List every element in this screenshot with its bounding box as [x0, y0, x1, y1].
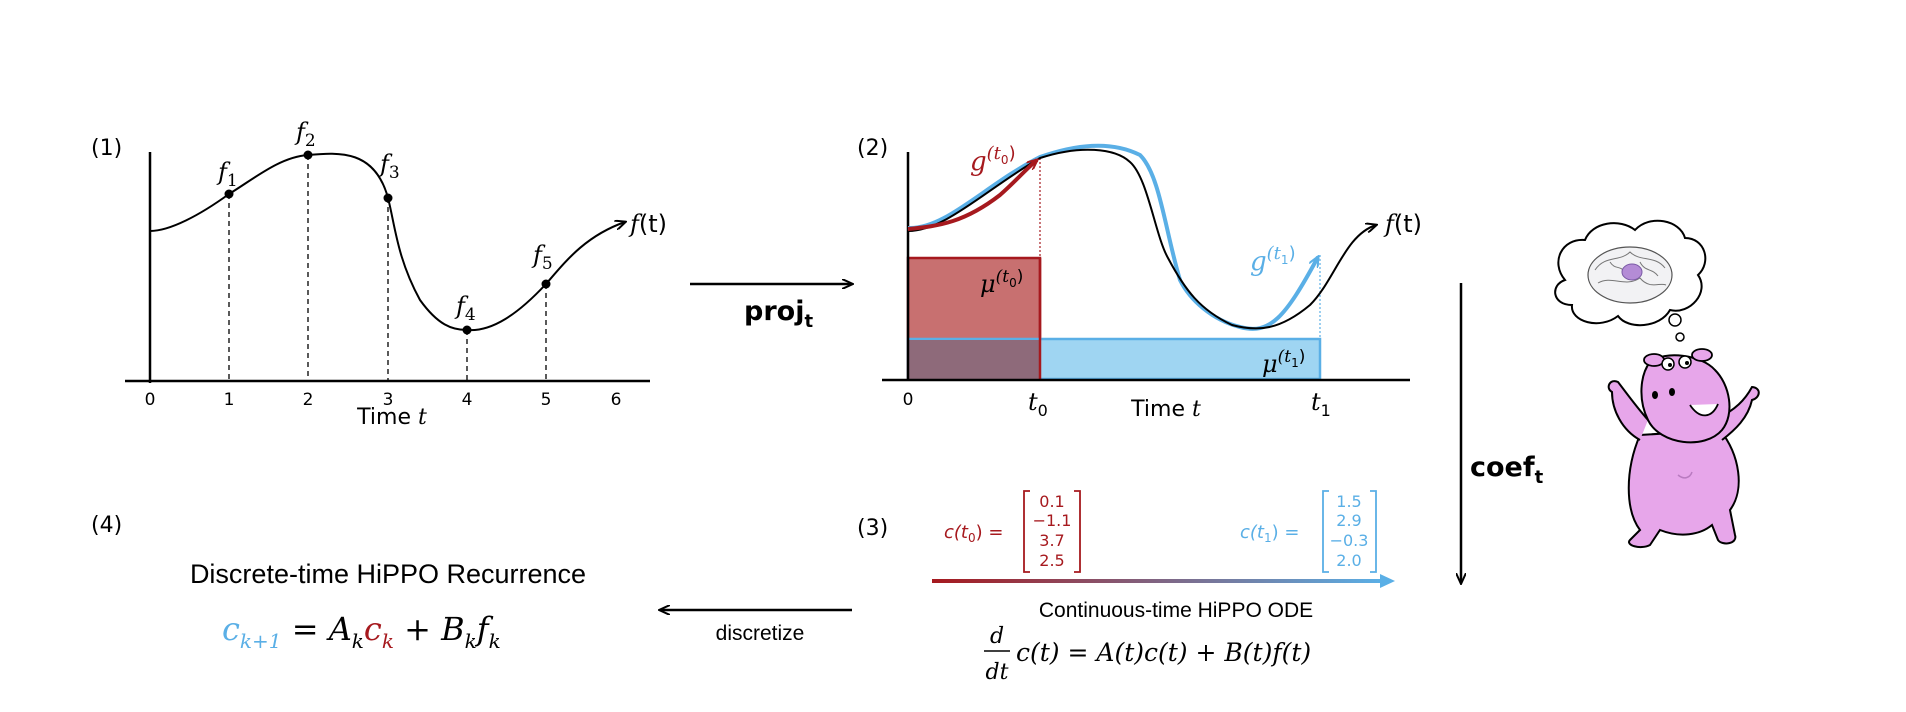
discretize-arrow: discretize [660, 610, 852, 645]
panel-2-label: (2) [857, 136, 888, 161]
hippo-right-ear [1691, 348, 1713, 362]
c-t1-values: 1.5 2.9 −0.3 2.0 [1330, 492, 1369, 570]
c-t1-value-4: 2.0 [1336, 551, 1361, 570]
panel-4-recurrence: (4) Discrete-time HiPPO Recurrence ck+1 … [91, 513, 586, 653]
brain-folds-icon [1594, 251, 1667, 286]
g-t0-label: g(t0) [970, 143, 1016, 177]
panel-1-sample-guides [228, 155, 547, 381]
c-t1-bracket-left [1322, 490, 1329, 573]
mu-t0-label: μ(t0) [980, 267, 1023, 298]
panel-1-x-label: Time t [356, 405, 427, 430]
c-t1-value-3: −0.3 [1330, 531, 1369, 550]
ode-timeline-bar [932, 579, 1382, 583]
c-t0-value-3: 3.7 [1039, 531, 1064, 550]
t0-tick-label: t0 [1028, 388, 1048, 420]
hippo-belly-mark [1677, 471, 1693, 479]
sample-label-2: f2 [294, 118, 316, 151]
panel-3-ode: (3) c(t0) = 0.1 −1.1 3.7 2.5 c(t1) = 1.5… [857, 490, 1395, 685]
hippo-mouth [1689, 403, 1719, 417]
hippo-mascot [1554, 219, 1760, 549]
ode-derivative-num: d [990, 624, 1004, 649]
panel-4-label: (4) [91, 513, 122, 538]
panel-1-label: (1) [91, 136, 122, 161]
panel-1-sample-points [224, 150, 551, 335]
sample-point-1 [224, 189, 234, 199]
panel-3-label: (3) [857, 516, 888, 541]
g-t1-label: g(t1) [1250, 243, 1296, 277]
panel-2-tick-0: 0 [903, 390, 914, 410]
mu-overlap-region [909, 340, 1039, 379]
c-t1-label: c(t1) = [1240, 522, 1299, 545]
sample-point-2 [303, 150, 313, 160]
hippo-left-eye [1661, 357, 1675, 371]
sample-point-3 [383, 193, 393, 203]
hippo-left-pupil [1668, 363, 1672, 367]
t1-tick-label: t1 [1311, 388, 1331, 420]
c-t0-label: c(t0) = [944, 522, 1003, 545]
g-t0-approximation [907, 160, 1037, 231]
tick-2: 2 [303, 390, 314, 410]
thought-bubble-large [1668, 313, 1682, 327]
tick-3: 3 [383, 390, 394, 410]
proj-arrow-label: projt [744, 296, 813, 332]
brain-highlight-icon [1621, 263, 1643, 281]
tick-4: 4 [462, 390, 473, 410]
ode-equation: c(t) = A(t)c(t) + B(t)f(t) [1016, 638, 1311, 667]
mu-t1-label: μ(t1) [1262, 347, 1305, 378]
panel-1-sampling: (1) f1 f2 f3 f4 f5 f(t) 0 [91, 118, 667, 430]
c-t0-values: 0.1 −1.1 3.7 2.5 [1033, 492, 1072, 570]
panel-2-signal-curve [907, 148, 1376, 330]
tick-6: 6 [611, 390, 622, 410]
sample-point-5 [541, 279, 551, 289]
c-t0-value-4: 2.5 [1039, 551, 1064, 570]
recurrence-title: Discrete-time HiPPO Recurrence [190, 559, 586, 589]
coef-arrow: coeft [1461, 283, 1544, 583]
panel-1-curve-label: f(t) [628, 210, 667, 238]
panel-2-x-label: Time t [1130, 397, 1201, 422]
hippo-nostril-left [1652, 391, 1658, 399]
hippo-nostril-right [1669, 388, 1675, 396]
sample-point-4 [462, 325, 472, 335]
panel-1-ticks: 0 1 2 3 4 5 6 [145, 390, 622, 410]
ode-title: Continuous-time HiPPO ODE [1039, 599, 1313, 622]
tick-0: 0 [145, 390, 156, 410]
tick-5: 5 [541, 390, 552, 410]
coef-arrow-label: coeft [1470, 452, 1544, 488]
c-t1-value-2: 2.9 [1336, 511, 1361, 530]
sample-label-4: f4 [454, 292, 476, 325]
ode-timeline-head [1380, 574, 1395, 588]
thought-bubble-small [1675, 332, 1685, 342]
hippo-right-arm [1717, 385, 1760, 441]
sample-label-1: f1 [216, 158, 238, 191]
c-t0-value-1: 0.1 [1039, 492, 1064, 511]
hippo-right-eye [1678, 355, 1692, 369]
panel-2-projection: (2) g(t0) g(t1) μ(t0) μ(t1) f(t) 0 t0 t1… [857, 136, 1422, 422]
recurrence-equation: ck+1 = Akck + Bkfk [222, 610, 501, 653]
hippo-body [1627, 428, 1740, 549]
tick-1: 1 [224, 390, 235, 410]
proj-arrow: projt [690, 284, 852, 332]
hippo-left-ear [1643, 353, 1665, 367]
hippo-left-arm [1607, 380, 1649, 441]
panel-2-curve-label: f(t) [1383, 210, 1422, 238]
c-t1-bracket-right [1370, 490, 1377, 573]
hippo-right-pupil [1685, 361, 1689, 365]
c-t0-value-2: −1.1 [1033, 511, 1072, 530]
c-t1-value-1: 1.5 [1336, 492, 1361, 511]
sample-label-3: f3 [378, 150, 400, 183]
ode-derivative-den: dt [986, 660, 1009, 685]
discretize-arrow-label: discretize [716, 622, 805, 645]
c-t0-bracket-right [1074, 490, 1081, 573]
c-t0-bracket-left [1023, 490, 1030, 573]
sample-label-5: f5 [531, 241, 553, 274]
